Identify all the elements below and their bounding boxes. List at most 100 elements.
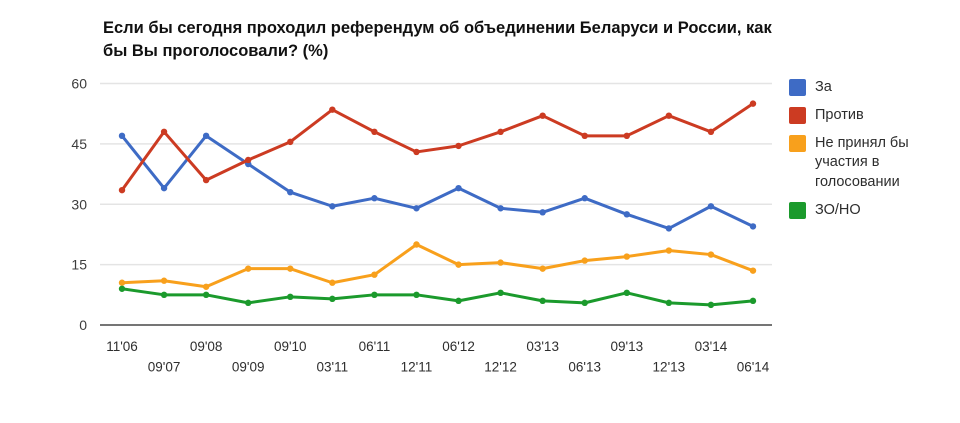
y-tick-label: 15 — [71, 257, 87, 273]
x-tick-label: 09'13 — [610, 339, 643, 354]
data-point — [665, 299, 673, 307]
legend-label: Не принял бы участия в голосовании — [815, 135, 909, 190]
data-point — [581, 195, 588, 202]
legend-label: За — [815, 79, 832, 95]
x-tick-label: 12'12 — [484, 360, 517, 375]
data-point — [539, 297, 546, 305]
data-point — [118, 132, 126, 140]
x-tick-label: 11'06 — [106, 339, 138, 354]
x-tick-label: 09'09 — [232, 360, 265, 375]
data-point — [202, 291, 210, 299]
data-point — [329, 106, 336, 113]
data-point — [455, 297, 462, 305]
data-point — [539, 265, 546, 272]
x-tick-label: 06'11 — [359, 339, 391, 354]
x-tick-label: 06'12 — [442, 339, 475, 354]
series-line-0 — [120, 134, 755, 230]
data-point — [287, 293, 294, 301]
legend-item-1: Против — [789, 106, 951, 125]
legend-label: Против — [815, 107, 864, 124]
data-point — [287, 138, 294, 146]
data-point — [202, 132, 210, 140]
x-tick-label: 03'13 — [526, 339, 559, 354]
data-point — [581, 299, 588, 307]
data-point — [287, 188, 294, 196]
x-tick-label: 12'11 — [401, 360, 433, 375]
data-point — [160, 291, 168, 299]
data-point — [665, 247, 673, 254]
data-point — [623, 253, 630, 260]
series-line-1 — [120, 102, 755, 192]
data-point — [623, 132, 630, 140]
data-point — [245, 156, 252, 164]
data-point — [749, 223, 757, 230]
legend-swatch-icon — [789, 79, 806, 96]
line-chart: 0 15 30 45 60 11'06 09'07 09'08 09'09 09'10 03'11 0… — [71, 76, 772, 375]
data-point — [539, 209, 546, 216]
y-tick-label: 30 — [71, 196, 87, 212]
data-point — [707, 301, 715, 309]
data-point — [160, 128, 168, 135]
x-tick-label: 09'08 — [190, 339, 223, 354]
data-point — [329, 279, 336, 286]
data-point — [371, 291, 378, 299]
data-point — [497, 289, 504, 296]
data-point — [413, 291, 420, 299]
data-point — [707, 128, 715, 135]
x-tick-label: 06'13 — [568, 360, 601, 375]
data-point — [581, 132, 588, 140]
data-point — [749, 100, 757, 107]
data-point — [455, 261, 462, 268]
data-point — [202, 283, 210, 290]
series-line-2 — [120, 243, 755, 289]
legend-item-0: За — [789, 78, 951, 97]
x-tick-label: 03'11 — [317, 360, 349, 375]
data-point — [665, 225, 673, 232]
legend-item-3: ЗО/НО — [789, 201, 951, 220]
data-point — [623, 211, 630, 218]
data-point — [413, 148, 420, 156]
data-point — [160, 184, 168, 192]
data-point — [287, 265, 294, 272]
y-tick-label: 0 — [79, 317, 87, 333]
chart-title: Если бы сегодня проходил референдум об о… — [103, 19, 772, 61]
data-point — [707, 203, 715, 210]
x-tick-label: 12'13 — [653, 360, 686, 375]
data-point — [245, 265, 252, 272]
data-point — [329, 203, 336, 210]
data-point — [665, 112, 673, 119]
x-tick-label: 09'10 — [274, 339, 307, 354]
data-point — [497, 205, 504, 212]
data-point — [455, 184, 462, 192]
data-point — [623, 289, 630, 296]
data-point — [413, 241, 420, 248]
x-tick-label: 09'07 — [148, 360, 181, 375]
data-point — [245, 299, 252, 307]
legend-swatch-icon — [789, 107, 806, 125]
data-point — [371, 271, 378, 278]
data-point — [118, 285, 126, 292]
data-point — [329, 295, 336, 303]
data-point — [118, 279, 126, 286]
data-point — [371, 195, 378, 202]
data-point — [539, 112, 546, 119]
legend-swatch-icon — [789, 201, 806, 219]
data-point — [118, 186, 126, 194]
data-point — [749, 267, 757, 274]
x-tick-label: 03'14 — [695, 339, 728, 354]
data-point — [749, 297, 757, 305]
data-point — [160, 277, 168, 284]
legend-swatch-icon — [789, 135, 806, 153]
y-tick-label: 45 — [71, 136, 87, 152]
data-point — [413, 205, 420, 212]
legend: За Против Не принял бы участия в голосован… — [789, 78, 951, 229]
x-tick-label: 06'14 — [737, 360, 770, 375]
data-point — [371, 128, 378, 135]
data-point — [497, 128, 504, 135]
data-point — [707, 251, 715, 258]
data-point — [497, 259, 504, 266]
data-point — [202, 176, 210, 184]
data-point — [581, 257, 588, 264]
legend-label: ЗО/НО — [815, 201, 861, 218]
